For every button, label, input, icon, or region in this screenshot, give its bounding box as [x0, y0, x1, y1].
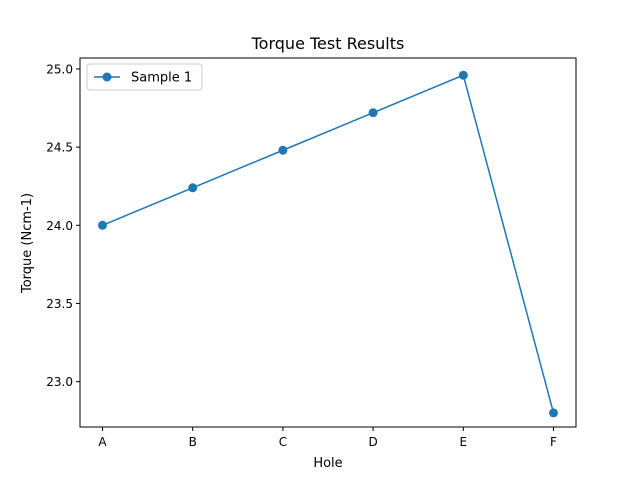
data-point — [458, 70, 468, 80]
data-point — [549, 408, 558, 418]
x-tick-label: F — [550, 435, 557, 449]
data-point — [98, 220, 107, 230]
legend-box — [86, 63, 203, 91]
series-line-1 — [102, 74, 555, 414]
legend-marker-sample-1 — [102, 72, 112, 82]
data-point — [368, 108, 378, 118]
series-layer — [98, 70, 558, 418]
data-point — [278, 145, 288, 155]
x-tick-label: D — [368, 435, 377, 449]
y-tick-label: 23.0 — [46, 375, 73, 389]
data-point — [188, 183, 198, 193]
x-axis-label: Hole — [313, 456, 342, 471]
plot-frame — [79, 57, 577, 428]
x-tick-label: B — [189, 435, 197, 449]
x-axis-ticks: A B C D E F — [98, 427, 557, 449]
y-axis-label: Torque (Ncm-1) — [20, 193, 35, 294]
y-axis-ticks: 23.0 23.5 24.0 24.5 25.0 — [46, 62, 80, 389]
chart-title: Torque Test Results — [251, 34, 405, 53]
y-tick-label: 23.5 — [46, 297, 73, 311]
x-tick-label: C — [279, 435, 287, 449]
x-tick-label: A — [98, 435, 107, 449]
legend: Sample 1 — [86, 63, 203, 91]
y-tick-label: 25.0 — [46, 62, 73, 76]
y-tick-label: 24.0 — [46, 219, 73, 233]
legend-label-sample-1: Sample 1 — [131, 71, 192, 86]
x-tick-label: E — [460, 435, 468, 449]
y-tick-label: 24.5 — [46, 141, 73, 155]
